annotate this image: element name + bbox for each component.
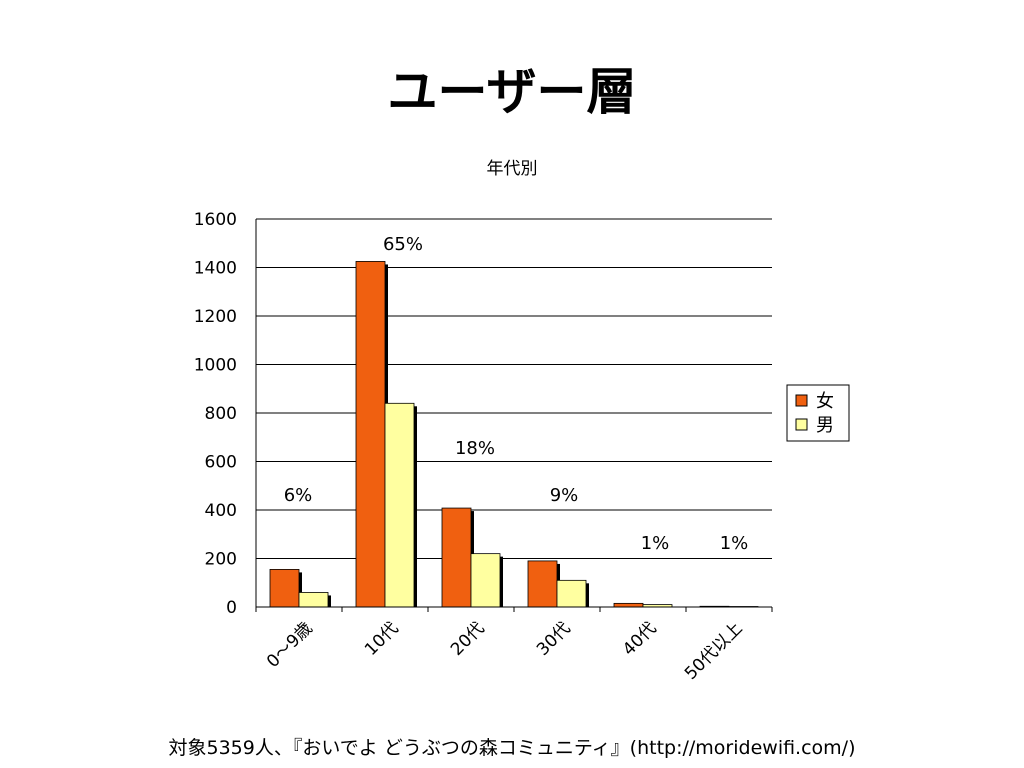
percent-label: 65%: [383, 234, 423, 255]
y-tick-label: 800: [205, 404, 237, 424]
gridlines: [256, 218, 772, 559]
x-tick-label: 40代: [619, 618, 660, 659]
percent-labels: 6% 65% 18% 9% 1% 1%: [284, 234, 749, 554]
y-tick-label: 1400: [194, 259, 237, 279]
legend-label: 女: [816, 391, 834, 412]
bar-male: [298, 592, 329, 608]
x-tick-label: 50代以上: [681, 618, 747, 684]
bar-female: [613, 602, 644, 608]
legend: 女男: [786, 384, 850, 442]
x-tick-labels: 0～9歳 10代 20代 30代 40代 50代以上: [263, 618, 746, 684]
percent-label: 1%: [720, 533, 749, 554]
x-tick-label: 30代: [533, 618, 574, 659]
slide-title: ユーザー層: [387, 63, 637, 121]
bar-female: [355, 261, 386, 608]
legend-box: [786, 384, 850, 442]
legend-swatch: [795, 394, 808, 407]
bar-male: [470, 553, 501, 608]
x-tick-label: 10代: [361, 618, 402, 659]
axes: [255, 219, 773, 612]
bar-chart: 年代別 0 200 400 600 800 1000 1200 1400 1600 0～9歳 10…: [194, 159, 850, 684]
percent-label: 1%: [641, 533, 670, 554]
bar-female: [527, 560, 558, 608]
percent-label: 9%: [550, 485, 579, 506]
y-tick-label: 1600: [194, 210, 237, 230]
percent-label: 18%: [455, 438, 495, 459]
bar-male: [384, 402, 415, 608]
bar-male: [556, 579, 587, 608]
y-tick-label: 400: [205, 501, 237, 521]
bars: [269, 261, 759, 608]
legend-label: 男: [816, 415, 834, 436]
x-tick-label: 0～9歳: [263, 618, 316, 671]
percent-label: 6%: [284, 485, 313, 506]
legend-swatch: [795, 418, 808, 431]
source-caption: 対象5359人、『おいでよ どうぶつの森コミュニティ』(http://morid…: [168, 737, 856, 759]
chart-title: 年代別: [487, 159, 538, 179]
x-tick-label: 20代: [447, 618, 488, 659]
y-tick-label: 200: [205, 550, 237, 570]
y-tick-label: 1200: [194, 307, 237, 327]
y-tick-labels: 0 200 400 600 800 1000 1200 1400 1600: [194, 210, 237, 618]
y-tick-label: 1000: [194, 356, 237, 376]
bar-female: [269, 569, 300, 608]
bar-female: [441, 507, 472, 608]
y-tick-label: 0: [226, 598, 237, 618]
y-tick-label: 600: [205, 453, 237, 473]
